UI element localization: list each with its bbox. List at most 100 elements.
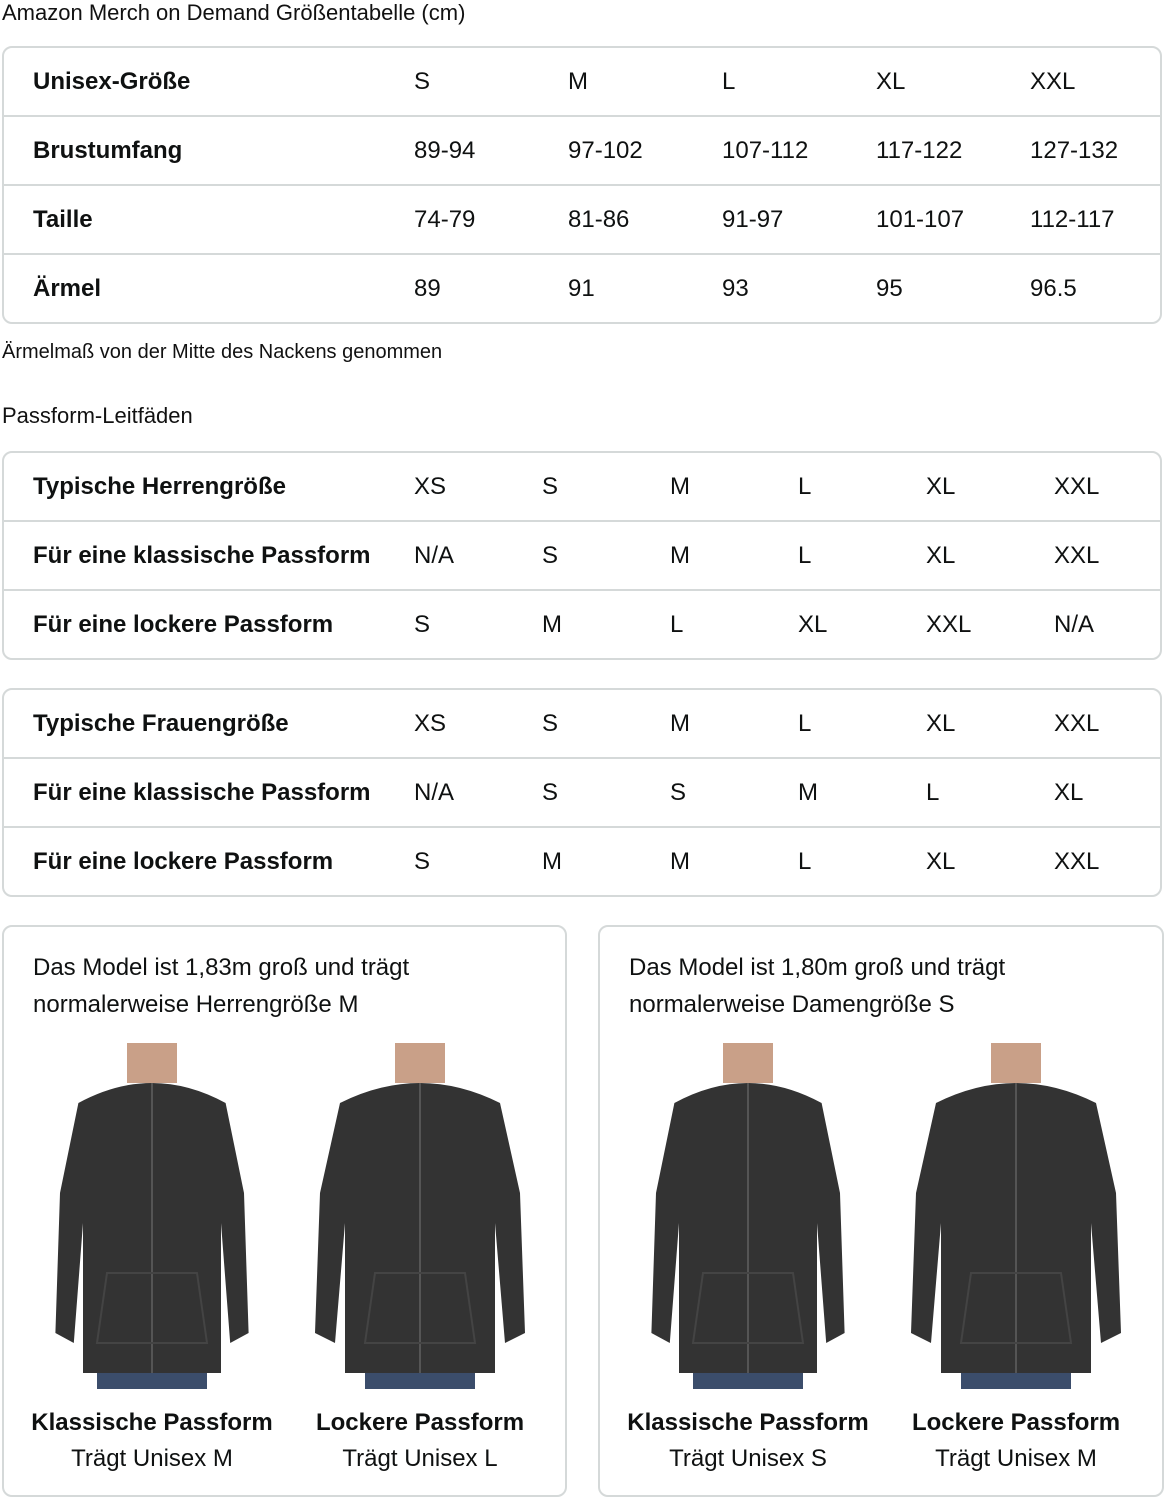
table-row: Für eine klassische Passform N/A S M L XL XXL: [4, 520, 1160, 589]
cell-value: N/A: [1054, 610, 1095, 638]
cell-value: L: [798, 847, 812, 875]
cell-value: M: [670, 709, 690, 737]
fit-title: Klassische Passform: [627, 1409, 869, 1436]
table-row: Für eine klassische Passform N/A S S M L XL: [4, 757, 1160, 826]
worn-size: Trägt Unisex L: [342, 1445, 498, 1472]
women-model-card: Das Model ist 1,80m groß und trägt norma…: [598, 925, 1164, 1497]
cell-value: M: [670, 847, 690, 875]
cell-value: S: [542, 541, 559, 569]
row-label: Für eine klassische Passform: [33, 778, 371, 806]
cell-value: M: [542, 610, 562, 638]
cell-value: L: [926, 778, 940, 806]
cell-value: 81-86: [568, 205, 630, 233]
hoodie-model-image: [633, 1043, 863, 1389]
table-row: Für eine lockere Passform S M M L XL XXL: [4, 826, 1160, 895]
cell-value: XXL: [926, 610, 972, 638]
row-label: Unisex-Größe: [33, 67, 191, 95]
cell-value: XXL: [1054, 709, 1100, 737]
sleeve-note: Ärmelmaß von der Mitte des Nackens genom…: [2, 341, 443, 363]
row-label: Brustumfang: [33, 136, 183, 164]
fit-caption: Klassische Passform Trägt Unisex M: [17, 1409, 287, 1473]
cell-value: N/A: [414, 541, 455, 569]
cell-value: XXL: [1054, 541, 1100, 569]
cell-value: 117-122: [876, 136, 963, 164]
fit-caption: Klassische Passform Trägt Unisex S: [613, 1409, 883, 1473]
cell-value: XL: [926, 709, 956, 737]
cell-value: L: [722, 67, 736, 95]
model-description: Das Model ist 1,80m groß und trägt norma…: [629, 954, 1006, 1018]
cell-value: XL: [1054, 778, 1084, 806]
cell-value: S: [414, 610, 431, 638]
cell-value: XL: [926, 847, 956, 875]
cell-value: 107-112: [722, 136, 809, 164]
fit-caption: Lockere Passform Trägt Unisex L: [285, 1409, 555, 1473]
hoodie-model-image: [305, 1043, 535, 1389]
row-label: Für eine lockere Passform: [33, 610, 334, 638]
row-label: Für eine lockere Passform: [33, 847, 334, 875]
cell-value: L: [670, 610, 684, 638]
cell-value: M: [798, 778, 818, 806]
cell-value: S: [542, 778, 559, 806]
cell-value: S: [670, 778, 687, 806]
cell-value: XL: [926, 541, 956, 569]
cell-value: XXL: [1030, 67, 1076, 95]
cell-value: XL: [798, 610, 828, 638]
table-row: Typische Herrengröße XS S M L XL XXL: [4, 453, 1160, 520]
cell-value: 91-97: [722, 205, 784, 233]
cell-value: N/A: [414, 778, 455, 806]
row-label: Taille: [33, 205, 93, 233]
worn-size: Trägt Unisex M: [935, 1445, 1097, 1472]
table-row: Typische Frauengröße XS S M L XL XXL: [4, 690, 1160, 757]
men-model-card: Das Model ist 1,83m groß und trägt norma…: [2, 925, 567, 1497]
size-chart-title: Amazon Merch on Demand Größentabelle (cm…: [2, 0, 466, 25]
worn-size: Trägt Unisex M: [71, 1445, 233, 1472]
cell-value: 74-79: [414, 205, 476, 233]
cell-value: 101-107: [876, 205, 965, 233]
fit-guide-title: Passform-Leitfäden: [2, 403, 193, 428]
model-description: Das Model ist 1,83m groß und trägt norma…: [33, 954, 410, 1018]
cell-value: 112-117: [1030, 205, 1115, 233]
cell-value: 93: [722, 274, 749, 302]
cell-value: M: [568, 67, 588, 95]
cell-value: XS: [414, 709, 447, 737]
hoodie-model-image: [37, 1043, 267, 1389]
men-fit-table: Typische Herrengröße XS S M L XL XXL Für eine k…: [2, 451, 1162, 660]
table-row: Brustumfang 89-94 97-102 107-112 117-122 127-…: [4, 115, 1160, 184]
cell-value: XS: [414, 472, 447, 500]
cell-value: L: [798, 541, 812, 569]
table-row: Für eine lockere Passform S M L XL XXL N/A: [4, 589, 1160, 658]
table-row: Unisex-Größe S M L XL XXL: [4, 48, 1160, 115]
cell-value: 89-94: [414, 136, 476, 164]
table-row: Taille 74-79 81-86 91-97 101-107 112-117: [4, 184, 1160, 253]
fit-caption: Lockere Passform Trägt Unisex M: [881, 1409, 1151, 1473]
cell-value: 89: [414, 274, 441, 302]
fit-title: Lockere Passform: [315, 1409, 525, 1436]
cell-value: L: [798, 709, 812, 737]
cell-value: XXL: [1054, 472, 1100, 500]
cell-value: S: [414, 67, 431, 95]
cell-value: M: [670, 541, 690, 569]
fit-title: Klassische Passform: [31, 1409, 273, 1436]
row-label: Ärmel: [33, 274, 102, 302]
row-label: Typische Frauengröße: [33, 709, 289, 737]
cell-value: S: [542, 472, 559, 500]
row-label: Typische Herrengröße: [33, 472, 286, 500]
worn-size: Trägt Unisex S: [669, 1445, 827, 1472]
cell-value: 91: [568, 274, 595, 302]
hoodie-model-image: [901, 1043, 1131, 1389]
cell-value: M: [670, 472, 690, 500]
cell-value: 95: [876, 274, 903, 302]
cell-value: XL: [926, 472, 956, 500]
cell-value: XL: [876, 67, 906, 95]
table-row: Ärmel 89 91 93 95 96.5: [4, 253, 1160, 322]
cell-value: 96.5: [1030, 274, 1077, 302]
cell-value: S: [414, 847, 431, 875]
cell-value: 127-132: [1030, 136, 1119, 164]
row-label: Für eine klassische Passform: [33, 541, 371, 569]
unisex-size-table: Unisex-Größe S M L XL XXL Brustumfang 89-94 97-1…: [2, 46, 1162, 324]
cell-value: 97-102: [568, 136, 643, 164]
fit-title: Lockere Passform: [911, 1409, 1121, 1436]
cell-value: XXL: [1054, 847, 1100, 875]
cell-value: S: [542, 709, 559, 737]
